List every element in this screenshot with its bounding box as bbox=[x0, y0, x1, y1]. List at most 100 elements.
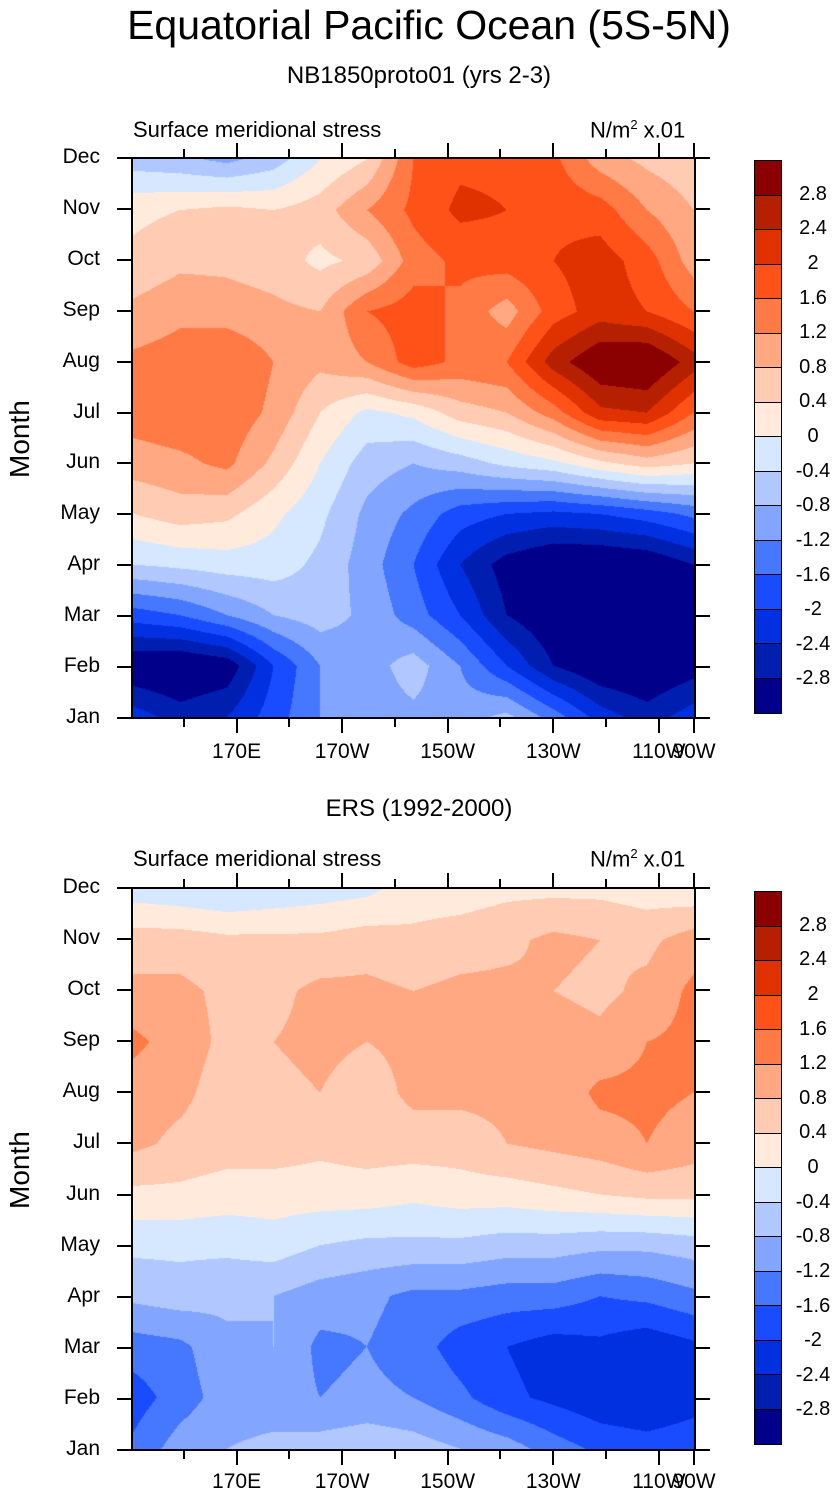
figure-title: Equatorial Pacific Ocean (5S-5N) bbox=[127, 2, 731, 48]
y-tick-left bbox=[117, 564, 133, 567]
y-tick-left bbox=[117, 157, 133, 159]
colorbar-swatch bbox=[755, 368, 781, 403]
x-tick-top bbox=[341, 873, 344, 887]
x-minor-tick-top bbox=[182, 149, 185, 157]
y-tick-right bbox=[694, 1244, 710, 1247]
colorbar-label: 1.2 bbox=[799, 1052, 827, 1075]
contour-field bbox=[133, 889, 694, 1449]
x-tick-top bbox=[552, 143, 555, 157]
colorbar-label: 2.4 bbox=[799, 217, 827, 240]
y-tick-label: Mar bbox=[63, 1334, 100, 1358]
colorbar-swatch bbox=[755, 609, 781, 644]
units-exponent: 2 bbox=[630, 117, 638, 132]
units-scale: x.01 bbox=[637, 117, 686, 143]
y-tick-left bbox=[117, 666, 133, 669]
units-base: N/m bbox=[590, 846, 631, 872]
y-tick-right bbox=[694, 462, 710, 465]
colorbar-swatch bbox=[755, 506, 781, 541]
y-tick-right bbox=[694, 1142, 710, 1145]
y-tick-right bbox=[694, 157, 710, 159]
colorbar-swatch bbox=[755, 892, 781, 927]
x-minor-tick-top bbox=[499, 149, 502, 157]
x-tick-bottom bbox=[693, 719, 695, 733]
colorbar-label: -0.8 bbox=[795, 1225, 831, 1248]
x-minor-tick-top bbox=[605, 149, 608, 157]
colorbar-label: -2 bbox=[804, 1329, 822, 1352]
x-minor-tick-bottom bbox=[288, 1451, 291, 1459]
y-tick-left bbox=[117, 1295, 133, 1298]
y-tick-label: Sep bbox=[62, 1028, 100, 1052]
x-minor-tick-bottom bbox=[182, 719, 185, 727]
colorbar-label: -1.2 bbox=[795, 1259, 831, 1282]
colorbar-swatch bbox=[755, 995, 781, 1030]
x-tick-label: 150W bbox=[420, 740, 476, 763]
y-tick-right bbox=[694, 564, 710, 567]
colorbar-label: -2 bbox=[804, 598, 822, 621]
y-tick-left bbox=[117, 1397, 133, 1400]
y-tick-left bbox=[117, 938, 133, 941]
units-label: N/m2 x.01 bbox=[590, 117, 685, 143]
units-base: N/m bbox=[590, 117, 631, 143]
x-minor-tick-bottom bbox=[499, 1451, 502, 1459]
x-tick-top bbox=[552, 873, 555, 887]
colorbar-swatch bbox=[755, 1237, 781, 1272]
x-tick-label: 90W bbox=[672, 1470, 716, 1493]
y-tick-label: Jun bbox=[66, 450, 100, 474]
variable-label: Surface meridional stress bbox=[133, 117, 382, 142]
colorbar-swatch bbox=[755, 1099, 781, 1134]
units-exponent: 2 bbox=[630, 846, 638, 861]
y-tick-right bbox=[694, 615, 710, 618]
colorbar-label: 1.6 bbox=[799, 1017, 827, 1040]
colorbar-label: -0.4 bbox=[795, 1190, 831, 1213]
x-tick-bottom bbox=[235, 1451, 238, 1465]
colorbar-label: 0.8 bbox=[799, 1086, 827, 1109]
x-tick-bottom bbox=[446, 1451, 449, 1465]
colorbar-label: -2.4 bbox=[795, 1363, 831, 1386]
y-tick-right bbox=[694, 1193, 710, 1196]
y-tick-left bbox=[117, 1346, 133, 1349]
y-tick-right bbox=[694, 1449, 710, 1451]
y-tick-right bbox=[694, 513, 710, 516]
x-minor-tick-top bbox=[288, 149, 291, 157]
x-tick-bottom bbox=[341, 719, 344, 733]
colorbar-label: -2.8 bbox=[795, 667, 831, 690]
colorbar-swatch bbox=[755, 575, 781, 610]
colorbar-label: 0 bbox=[807, 425, 819, 447]
x-tick-label: 170E bbox=[212, 1470, 262, 1493]
y-tick-label: Dec bbox=[62, 145, 100, 168]
y-tick-right bbox=[694, 938, 710, 941]
y-tick-label: Oct bbox=[67, 246, 100, 270]
y-tick-right bbox=[694, 360, 710, 363]
y-tick-label: Jan bbox=[66, 1437, 100, 1460]
colorbar-label: 0.8 bbox=[799, 355, 827, 378]
x-minor-tick-top bbox=[393, 149, 396, 157]
colorbar-label: -0.4 bbox=[795, 459, 831, 482]
x-minor-tick-bottom bbox=[393, 1451, 396, 1459]
colorbar-swatch bbox=[755, 402, 781, 437]
y-tick-label: Jul bbox=[73, 399, 100, 423]
x-tick-top bbox=[446, 143, 449, 157]
x-tick-label: 170E bbox=[212, 740, 262, 763]
colorbar-label: 2.8 bbox=[799, 182, 827, 205]
y-tick-label: Nov bbox=[62, 926, 100, 950]
y-tick-right bbox=[694, 1397, 710, 1400]
colorbar-label: -1.6 bbox=[795, 1294, 831, 1317]
y-tick-label: Oct bbox=[67, 977, 100, 1001]
x-tick-label: 150W bbox=[420, 1470, 476, 1493]
x-tick-label: 110W bbox=[632, 1470, 686, 1493]
colorbar-swatch bbox=[755, 1133, 781, 1168]
y-tick-right bbox=[694, 411, 710, 414]
colorbar-label: -1.6 bbox=[795, 563, 831, 586]
y-tick-left bbox=[117, 887, 133, 889]
y-tick-label: Feb bbox=[63, 654, 100, 678]
variable-label: Surface meridional stress bbox=[133, 846, 382, 871]
colorbar-swatch bbox=[755, 471, 781, 506]
colorbar-swatch bbox=[755, 230, 781, 265]
x-minor-tick-bottom bbox=[499, 719, 502, 727]
plot-frame bbox=[131, 887, 696, 1451]
y-tick-label: Aug bbox=[62, 348, 100, 372]
x-tick-bottom bbox=[657, 1451, 660, 1465]
x-minor-tick-top bbox=[605, 879, 608, 887]
plot-frame bbox=[131, 157, 696, 719]
colorbar-swatch bbox=[755, 1271, 781, 1306]
